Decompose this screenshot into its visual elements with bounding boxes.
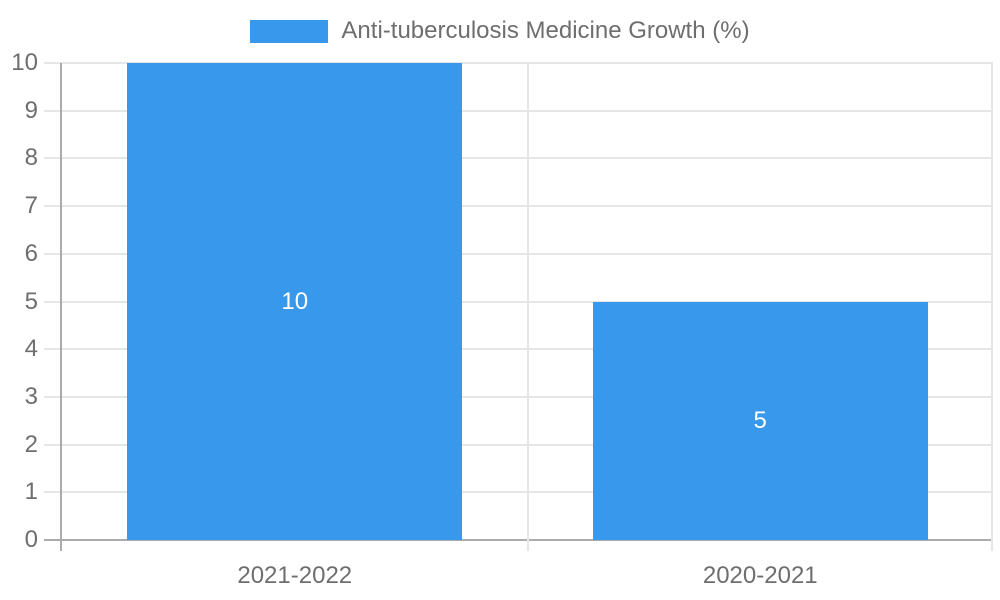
y-tick-label: 9 [24,96,38,124]
gridline [44,157,993,160]
plot-area: 0 1 2 3 4 5 6 7 8 9 10 10 2021-2022 5 2020-2021 [11,51,993,589]
gridline [44,491,993,494]
y-tick-label: 6 [24,239,38,267]
gridline [44,205,993,208]
gridline [44,395,993,398]
legend-swatch [250,19,329,43]
legend[interactable]: Anti-tuberculosis Medicine Growth (%) [0,17,1000,44]
x-tick-label: 2020-2021 [702,562,818,589]
bar[interactable]: 10 [127,63,463,540]
y-tick-label: 0 [24,526,38,553]
vertical-gridline [526,63,529,551]
y-tick-label: 2 [24,430,38,458]
bar-value-label: 10 [281,287,309,315]
y-tick-label: 8 [24,144,38,172]
bar-value-label: 5 [753,406,767,434]
gridline [44,348,993,351]
legend-label: Anti-tuberculosis Medicine Growth (%) [341,17,750,44]
y-tick-label: 5 [24,287,38,315]
x-axis-baseline [44,539,993,541]
y-tick-label: 10 [11,49,38,76]
y-tick-label: 7 [24,192,38,220]
y-tick-label: 4 [24,335,38,363]
gridline [44,300,993,303]
x-tick-label: 2021-2022 [237,562,353,589]
gridline [44,109,993,112]
y-axis-line [60,63,62,551]
gridline [44,443,993,446]
y-tick-label: 3 [24,382,38,410]
gridline [44,62,993,64]
gridline [44,252,993,255]
y-tick-label: 1 [24,478,38,506]
vertical-gridline [991,63,993,551]
bar[interactable]: 5 [592,301,928,540]
